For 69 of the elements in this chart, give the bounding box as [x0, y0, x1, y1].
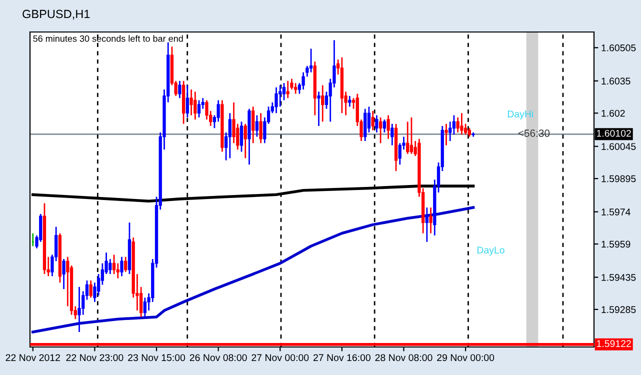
x-tick-label: 22 Nov 2012 — [6, 354, 60, 362]
candlestick — [444, 123, 448, 146]
annotation: 56 minutes 30 seconds left to bar end — [33, 35, 183, 42]
candlestick — [294, 82, 298, 94]
candlestick — [112, 254, 116, 275]
annotation: DayLo — [477, 246, 504, 256]
candlestick — [62, 258, 66, 290]
candlestick — [456, 116, 460, 134]
candlestick — [244, 123, 247, 159]
y-tick-label: 1.5974 — [602, 208, 630, 216]
candlestick — [406, 121, 410, 155]
x-tick-label: 22 Nov 23:00 — [66, 354, 124, 362]
candlestick — [255, 114, 259, 138]
candlestick — [89, 280, 92, 298]
y-tick-label: 1.59435 — [602, 274, 636, 281]
candlestick — [143, 296, 147, 318]
x-tick-label: 26 Nov 08:00 — [190, 354, 247, 362]
candlestick — [286, 80, 290, 99]
annotation: <56:30 — [518, 130, 550, 137]
candlestick — [317, 90, 320, 127]
line-series — [32, 206, 475, 334]
candlestick — [321, 84, 324, 122]
x-tick-label: 28 Nov 08:00 — [375, 354, 432, 362]
candlestick — [378, 116, 382, 144]
candlestick — [259, 112, 262, 144]
candlestick — [448, 121, 452, 142]
x-tick-label: 29 Nov 00:00 — [437, 354, 494, 362]
candlestick — [460, 112, 464, 136]
candlestick — [252, 106, 255, 144]
candlestick — [429, 206, 432, 234]
candlestick — [375, 114, 378, 134]
candlestick — [348, 95, 352, 108]
y-tick-label: 1.60045 — [602, 143, 636, 150]
candlestick — [197, 100, 201, 118]
candlestick — [116, 262, 120, 280]
candlestick — [367, 106, 371, 134]
candlestick — [190, 88, 193, 116]
annotation: DayHi — [508, 110, 533, 120]
y-tick-label: 1.59285 — [602, 306, 636, 314]
candlestick — [108, 258, 112, 275]
candlestick — [425, 206, 429, 243]
candlestick — [390, 123, 394, 146]
candlestick — [371, 110, 374, 131]
y-tick-label: 1.5959 — [602, 240, 630, 248]
ref-line-label: 1.60102 — [596, 130, 631, 137]
candlestick — [309, 48, 313, 74]
candlestick — [410, 116, 414, 155]
y-tick-label: 1.59895 — [602, 175, 636, 182]
candlestick — [364, 108, 367, 142]
x-tick-label: 23 Nov 15:00 — [128, 354, 186, 362]
candlestick — [228, 112, 232, 159]
candlestick — [120, 256, 124, 277]
candlestick — [201, 97, 204, 110]
x-tick-label: 27 Nov 16:00 — [314, 354, 370, 362]
candlestick — [78, 286, 81, 333]
y-tick-label: 1.6035 — [602, 78, 630, 85]
candlestick — [386, 114, 390, 140]
chart-title: GBPUSD,H1 — [22, 10, 90, 20]
candlestick — [194, 90, 197, 120]
candlestick — [178, 80, 182, 99]
candlestick — [382, 118, 386, 134]
ref-line-label: 1.59122 — [596, 340, 631, 348]
y-tick-label: 1.602 — [602, 110, 625, 117]
candlestick — [240, 121, 244, 152]
candlestick — [124, 256, 128, 273]
candlestick — [66, 256, 70, 307]
candlestick — [274, 86, 278, 114]
x-tick-label: 27 Nov 00:00 — [252, 354, 309, 362]
y-tick-label: 1.60505 — [602, 44, 636, 52]
